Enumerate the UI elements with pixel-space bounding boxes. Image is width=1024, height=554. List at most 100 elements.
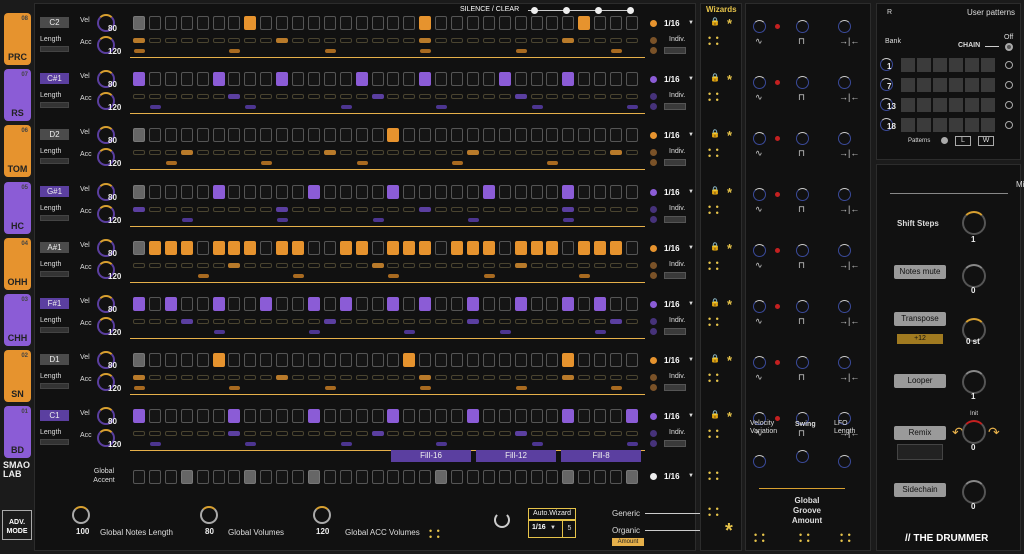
accent-cell[interactable]: [498, 319, 511, 324]
pattern-slot[interactable]: [949, 58, 963, 72]
accent-knob[interactable]: [97, 317, 115, 335]
accent-cell[interactable]: [276, 319, 289, 324]
pattern-radio[interactable]: [1005, 121, 1013, 129]
step-cell[interactable]: [307, 72, 320, 87]
step-cell[interactable]: [180, 16, 193, 30]
accent-cell[interactable]: [594, 150, 607, 156]
global-accent-cell[interactable]: [562, 470, 575, 484]
pattern-slot[interactable]: [965, 98, 979, 112]
step-cell[interactable]: [530, 353, 543, 368]
chevron-down-icon[interactable]: ▼: [688, 188, 694, 195]
accent-cell[interactable]: [212, 150, 225, 156]
accent-cell[interactable]: [323, 375, 336, 381]
step-cell[interactable]: [133, 72, 145, 87]
accent-cell[interactable]: [610, 38, 622, 43]
step-cell[interactable]: [212, 16, 225, 30]
accent-cell[interactable]: [562, 94, 575, 100]
accent-cell[interactable]: [466, 94, 479, 100]
accent-cell[interactable]: [625, 38, 638, 43]
step-cell[interactable]: [212, 184, 225, 199]
pattern-slot[interactable]: [933, 58, 947, 72]
accent-cell[interactable]: [260, 431, 273, 437]
accent-cell[interactable]: [244, 150, 257, 156]
pattern-slot[interactable]: [981, 118, 995, 132]
record-dot[interactable]: [775, 80, 780, 85]
global-accent-cell[interactable]: [164, 470, 177, 484]
global-accent-cell[interactable]: [307, 470, 320, 484]
accent-cell[interactable]: [625, 150, 638, 156]
step-cell[interactable]: [435, 16, 448, 30]
accent-cell[interactable]: [355, 94, 368, 100]
step-cell[interactable]: [355, 184, 368, 199]
step-cell[interactable]: [546, 184, 559, 199]
step-cell[interactable]: [530, 409, 543, 424]
accent-cell[interactable]: [451, 206, 463, 212]
accent-cell[interactable]: [323, 262, 336, 268]
shift-steps-knob[interactable]: [962, 211, 986, 235]
accent-cell[interactable]: [307, 206, 320, 212]
step-cell[interactable]: [578, 184, 591, 199]
velocity-knob[interactable]: [97, 238, 115, 257]
step-cell[interactable]: [625, 184, 638, 199]
step-cell[interactable]: [562, 16, 575, 30]
accent-cell[interactable]: [212, 262, 225, 268]
accent-knob[interactable]: [97, 373, 115, 392]
accent-cell[interactable]: [196, 431, 209, 437]
lfo-knob[interactable]: [838, 188, 851, 201]
accent-cell[interactable]: [355, 431, 368, 437]
accent-cell[interactable]: [610, 431, 622, 437]
silence-clear-dot[interactable]: [563, 7, 570, 14]
length-slider[interactable]: [40, 383, 69, 390]
step-cell[interactable]: [530, 297, 543, 311]
step-cell[interactable]: [546, 409, 559, 424]
global-acc-volumes-knob[interactable]: [313, 506, 331, 524]
velocity-variation-master-knob[interactable]: [753, 455, 766, 468]
swing-knob[interactable]: [796, 244, 809, 257]
global-accent-cell[interactable]: [451, 470, 463, 484]
step-cell[interactable]: [387, 128, 400, 143]
accent-cell[interactable]: [530, 431, 543, 437]
step-cell[interactable]: [625, 240, 638, 255]
accent-cell[interactable]: [514, 150, 527, 156]
dice-icon[interactable]: • • • •: [708, 504, 720, 520]
chevron-down-icon[interactable]: ▼: [688, 357, 694, 364]
length-slider[interactable]: [40, 102, 69, 109]
step-cell[interactable]: [260, 353, 273, 368]
pattern-slot[interactable]: [901, 98, 915, 112]
step-cell[interactable]: [244, 353, 257, 368]
accent-cell[interactable]: [514, 431, 527, 437]
step-cell[interactable]: [435, 240, 448, 255]
step-cell[interactable]: [292, 409, 304, 424]
step-cell[interactable]: [498, 184, 511, 199]
division-selector[interactable]: 1/16: [664, 300, 680, 309]
transpose-button[interactable]: Transpose: [894, 312, 946, 326]
step-cell[interactable]: [594, 128, 607, 143]
step-cell[interactable]: [451, 353, 463, 368]
accent-cell[interactable]: [546, 319, 559, 324]
accent-cell[interactable]: [594, 375, 607, 381]
accent-cell[interactable]: [292, 94, 304, 100]
accent-cell[interactable]: [451, 375, 463, 381]
accent-knob[interactable]: [97, 204, 115, 223]
step-cell[interactable]: [451, 297, 463, 311]
global-accent-cell[interactable]: [371, 470, 384, 484]
step-cell[interactable]: [164, 72, 177, 87]
track-tab[interactable]: 05 HC: [4, 181, 31, 234]
step-cell[interactable]: [307, 184, 320, 199]
lock-icon[interactable]: 🔒: [710, 73, 720, 83]
chevron-down-icon[interactable]: ▼: [688, 413, 694, 420]
accent-cell[interactable]: [419, 206, 432, 212]
velocity-variation-knob[interactable]: [753, 244, 766, 257]
accent-cell[interactable]: [387, 38, 400, 43]
chevron-down-icon[interactable]: ▼: [688, 76, 694, 83]
global-accent-cell[interactable]: [387, 470, 400, 484]
accent-cell[interactable]: [530, 262, 543, 268]
step-cell[interactable]: [355, 409, 368, 424]
accent-cell[interactable]: [610, 375, 622, 381]
step-cell[interactable]: [371, 16, 384, 30]
accent-cell[interactable]: [212, 94, 225, 100]
bank-knob[interactable]: [880, 78, 893, 91]
step-cell[interactable]: [482, 128, 495, 143]
accent-cell[interactable]: [466, 206, 479, 212]
accent-cell[interactable]: [498, 38, 511, 43]
